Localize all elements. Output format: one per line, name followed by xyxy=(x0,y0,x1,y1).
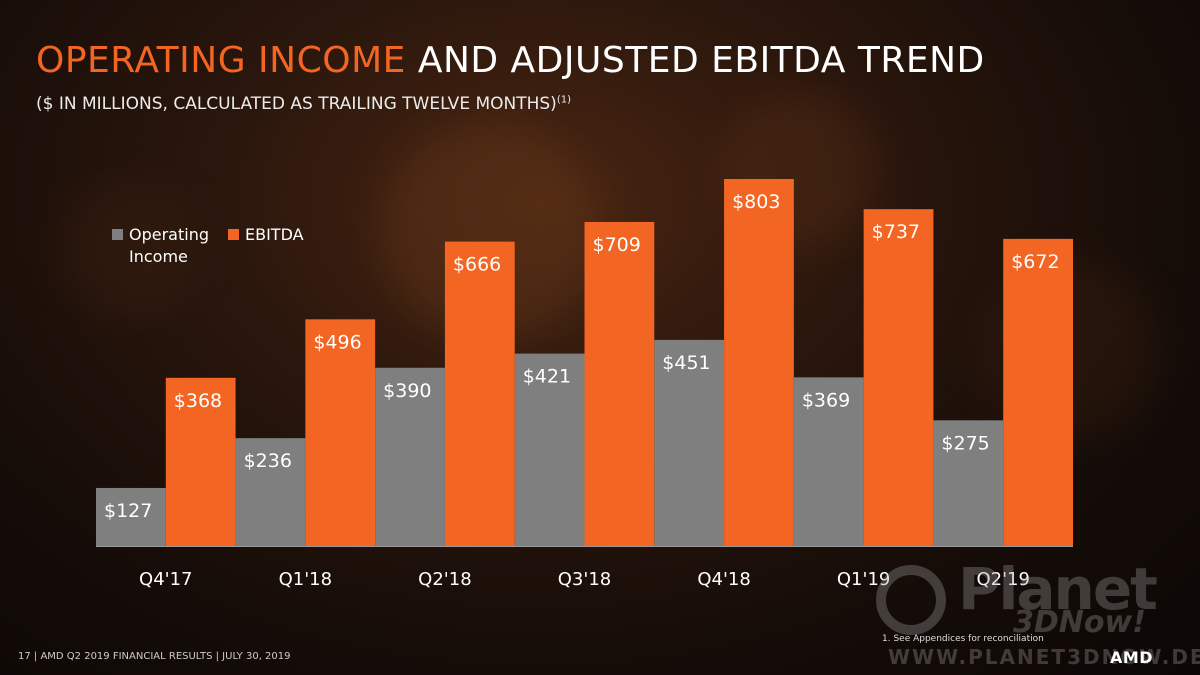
subtitle-text: ($ IN MILLIONS, CALCULATED AS TRAILING T… xyxy=(36,94,557,114)
x-tick-label: Q4'18 xyxy=(697,569,750,590)
watermark: Planet 3DNow! WWW.PLANET3DNOW.DE xyxy=(868,555,1200,670)
data-label: $368 xyxy=(174,390,222,412)
bar xyxy=(165,377,236,546)
x-tick-label: Q2'19 xyxy=(976,569,1029,590)
x-tick-label: Q2'18 xyxy=(418,569,471,590)
data-label: $236 xyxy=(244,450,292,472)
legend-swatch-operating-income xyxy=(112,229,123,240)
watermark-3dnow: 3DNow! xyxy=(1013,605,1146,640)
bar xyxy=(375,367,445,546)
bar xyxy=(584,221,655,546)
data-label: $127 xyxy=(104,500,152,522)
data-label: $496 xyxy=(313,331,361,353)
legend-swatch-ebitda xyxy=(228,229,239,240)
bar xyxy=(444,241,515,546)
footnote: 1. See Appendices for reconciliation xyxy=(882,634,1044,644)
legend-label-operating-income: Operating Income xyxy=(129,225,209,266)
slide-title-accent: OPERATING INCOME xyxy=(36,40,406,81)
amd-logo: AMD xyxy=(1110,648,1154,667)
data-label: $275 xyxy=(941,432,989,454)
x-tick-label: Q4'17 xyxy=(139,569,192,590)
slide-title-rest: AND ADJUSTED EBITDA TREND xyxy=(405,40,985,81)
bar xyxy=(654,339,725,546)
subtitle-footnote-ref: (1) xyxy=(556,94,571,106)
watermark-url: WWW.PLANET3DNOW.DE xyxy=(888,645,1200,669)
data-label: $672 xyxy=(1011,251,1059,273)
slide-title: OPERATING INCOME AND ADJUSTED EBITDA TRE… xyxy=(36,40,985,81)
bar xyxy=(793,377,864,546)
data-label: $451 xyxy=(662,352,710,374)
data-label: $737 xyxy=(872,221,920,243)
bar xyxy=(514,353,585,546)
bar xyxy=(305,319,376,546)
bar xyxy=(96,487,166,546)
data-label: $421 xyxy=(523,366,571,388)
data-label: $666 xyxy=(453,254,501,276)
data-label: $709 xyxy=(593,234,641,256)
x-tick-label: Q3'18 xyxy=(558,569,611,590)
data-label: $390 xyxy=(383,380,431,402)
slide-footer: 17 | AMD Q2 2019 FINANCIAL RESULTS | JUL… xyxy=(18,651,291,662)
bar xyxy=(235,438,306,546)
x-tick-label: Q1'19 xyxy=(837,569,890,590)
data-label: $803 xyxy=(732,191,780,213)
x-tick-label: Q1'18 xyxy=(279,569,332,590)
watermark-planet: Planet xyxy=(958,555,1158,623)
watermark-power-icon xyxy=(876,565,946,635)
bar xyxy=(1003,238,1073,546)
bar xyxy=(724,179,794,546)
bar xyxy=(863,209,934,547)
bar xyxy=(933,420,1004,546)
legend-label-ebitda: EBITDA xyxy=(245,225,304,244)
data-label: $369 xyxy=(802,389,850,411)
slide-subtitle: ($ IN MILLIONS, CALCULATED AS TRAILING T… xyxy=(36,94,571,114)
